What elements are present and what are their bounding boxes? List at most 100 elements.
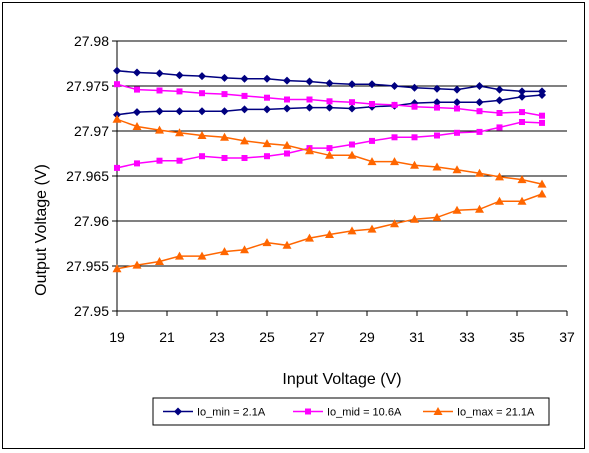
data-point [367,157,377,166]
data-point [391,101,398,108]
x-tick-label: 29 [359,329,375,345]
data-point [197,131,207,139]
data-point [496,110,503,116]
data-point [475,168,484,177]
data-point [220,132,229,141]
data-point [432,162,442,171]
data-point [175,251,184,260]
legend-marker [433,407,443,415]
data-point [176,88,183,95]
series-4 [112,114,547,188]
x-tick-label: 37 [559,329,575,345]
data-point [114,81,120,88]
data-point [432,212,442,221]
data-point [283,76,291,85]
data-point [264,94,270,101]
data-point [283,104,291,113]
chart-frame [2,2,585,449]
y-tick-label: 27.975 [66,78,109,94]
x-tick-label: 21 [159,329,175,345]
series-3 [114,81,545,119]
data-point [175,128,184,137]
data-point [240,105,249,114]
data-point [306,96,313,103]
data-point [263,105,271,114]
data-point [199,90,205,97]
data-point [539,119,545,126]
data-point [220,247,229,256]
data-point [453,85,461,94]
data-point [347,150,357,159]
data-point [538,87,546,96]
y-tick-label: 27.965 [66,168,109,184]
data-point [517,196,527,205]
data-point [264,153,270,160]
data-point [155,125,164,134]
data-point [537,179,547,188]
data-point [221,91,228,98]
data-point [155,69,164,78]
series-0 [113,91,546,119]
data-point [495,85,504,94]
data-point [132,122,142,130]
data-point [475,82,484,90]
data-point [434,132,440,139]
data-point [198,72,206,81]
data-point [410,160,419,169]
data-point [134,86,140,93]
data-point [537,189,547,198]
data-point [197,251,207,260]
data-point [347,226,357,235]
data-point [496,124,503,131]
data-point [240,74,249,83]
x-tick-label: 35 [509,329,525,345]
data-point [262,238,272,247]
data-point [411,103,418,110]
data-point [475,204,484,213]
y-tick-labels: 27.95 27.955 27.96 27.965 27.97 27.975 27.98 [66,33,109,319]
data-point [325,230,334,238]
data-point [220,73,229,82]
y-tick-label: 27.97 [74,123,109,139]
data-point [132,260,142,269]
y-axis-title: Output Voltage (V) [33,164,50,296]
data-point [175,107,184,116]
data-point [155,257,164,265]
data-point [221,155,228,161]
data-point [241,155,248,161]
data-point [156,87,163,94]
data-point [519,109,525,116]
data-point [410,214,419,223]
data-point [349,141,355,148]
data-point [411,134,418,141]
data-point [369,101,375,107]
legend-marker [305,408,311,415]
data-point [305,103,314,112]
x-tick-label: 31 [409,329,425,345]
data-point [495,172,504,181]
y-tick-label: 27.95 [74,303,109,319]
data-point [284,150,290,157]
data-point [433,98,441,107]
data-point [326,98,333,105]
data-point [284,96,290,103]
data-point [326,145,333,152]
legend-marker [174,407,182,416]
data-point [390,157,399,166]
data-point [134,160,140,167]
data-point [113,66,121,75]
data-point [133,68,141,77]
data-point [410,83,419,92]
x-tick-label: 23 [209,329,225,345]
data-point [368,80,376,89]
data-point [240,136,249,145]
data-point [305,146,314,155]
data-point [114,164,120,171]
data-point [348,80,356,89]
data-point [240,245,249,254]
legend-label: Io_min = 2.1A [197,407,266,419]
data-point [369,137,375,144]
legend-label: Io_mid = 10.6A [327,407,402,419]
legend-box [152,397,550,426]
